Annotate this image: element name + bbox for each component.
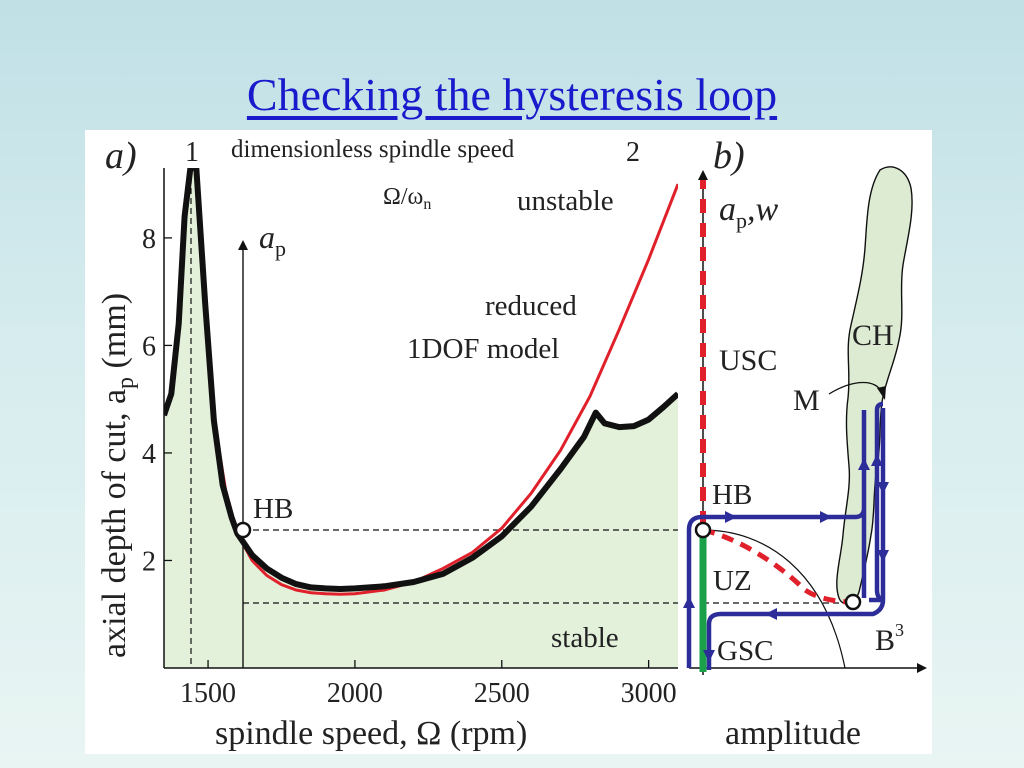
- y-axis-ticks: 2 4 6 8: [142, 224, 172, 577]
- top-tick-2: 2: [626, 137, 640, 168]
- ch-label: CH: [852, 319, 894, 352]
- unstable-branch-curve: [702, 527, 854, 605]
- b3-point: [844, 593, 862, 611]
- model-label-line2: 1DOF model: [407, 333, 559, 365]
- x-tick-label: 2500: [474, 678, 530, 709]
- slide-title: Checking the hysteresis loop: [246, 69, 778, 120]
- y-tick-label: 2: [142, 546, 156, 577]
- hysteresis-arrows: [683, 454, 889, 662]
- x-axis-ticks: 1500 2000 2500 3000: [180, 660, 677, 709]
- y-tick-label: 4: [142, 439, 156, 470]
- y-axis-title: axial depth of cut, ap (mm): [96, 293, 139, 658]
- b3-label: B3: [875, 620, 904, 657]
- uz-label: UZ: [713, 565, 752, 597]
- stable-region-fill: [164, 168, 678, 668]
- hb-point-b: [694, 521, 712, 539]
- y-tick-label: 6: [142, 331, 156, 362]
- hysteresis-path: [686, 401, 886, 670]
- panel-a-label: a): [105, 135, 137, 177]
- b-y-axis-label: ap,w: [719, 191, 779, 233]
- m-pointer-arrowhead: [877, 386, 886, 400]
- model-label-line1: reduced: [485, 290, 577, 322]
- x-tick-label: 2000: [327, 678, 383, 709]
- experimental-stability-curve: [164, 168, 678, 592]
- panel-b-label: b): [713, 135, 745, 177]
- x-axis-title: spindle speed, Ω (rpm): [215, 715, 527, 752]
- hb-point-marker: [234, 521, 252, 539]
- hb-label-a: HB: [253, 493, 293, 525]
- region-stable-label: stable: [551, 622, 619, 654]
- top-tick-1: 1: [185, 137, 199, 168]
- gsc-label: GSC: [717, 635, 773, 667]
- y-tick-label: 8: [142, 224, 156, 255]
- panel-b: b) ap,w USC CH M HB UZ GSC B3 amplitude: [683, 135, 927, 752]
- figure-canvas: 1500 2000 2500 3000 2 4 6 8 a) 1 dimensionless…: [96, 135, 927, 752]
- x-tick-label: 1500: [180, 678, 236, 709]
- x-tick-label: 3000: [621, 678, 677, 709]
- top-ratio-label: Ω/ωn: [383, 184, 431, 213]
- uz-boundary-curve: [702, 529, 846, 669]
- inset-ap-label: ap: [259, 219, 286, 261]
- b-x-axis-title: amplitude: [725, 715, 861, 752]
- panel-a: 1500 2000 2500 3000 2 4 6 8 a) 1 dimensionless…: [96, 135, 678, 752]
- hb-label-b: HB: [712, 479, 752, 511]
- figure: 1500 2000 2500 3000 2 4 6 8 a) 1 dimensionless…: [85, 130, 932, 754]
- region-unstable-label: unstable: [517, 185, 614, 217]
- usc-label: USC: [719, 344, 777, 377]
- m-label: M: [793, 384, 820, 417]
- top-axis-label: dimensionless spindle speed: [231, 136, 515, 163]
